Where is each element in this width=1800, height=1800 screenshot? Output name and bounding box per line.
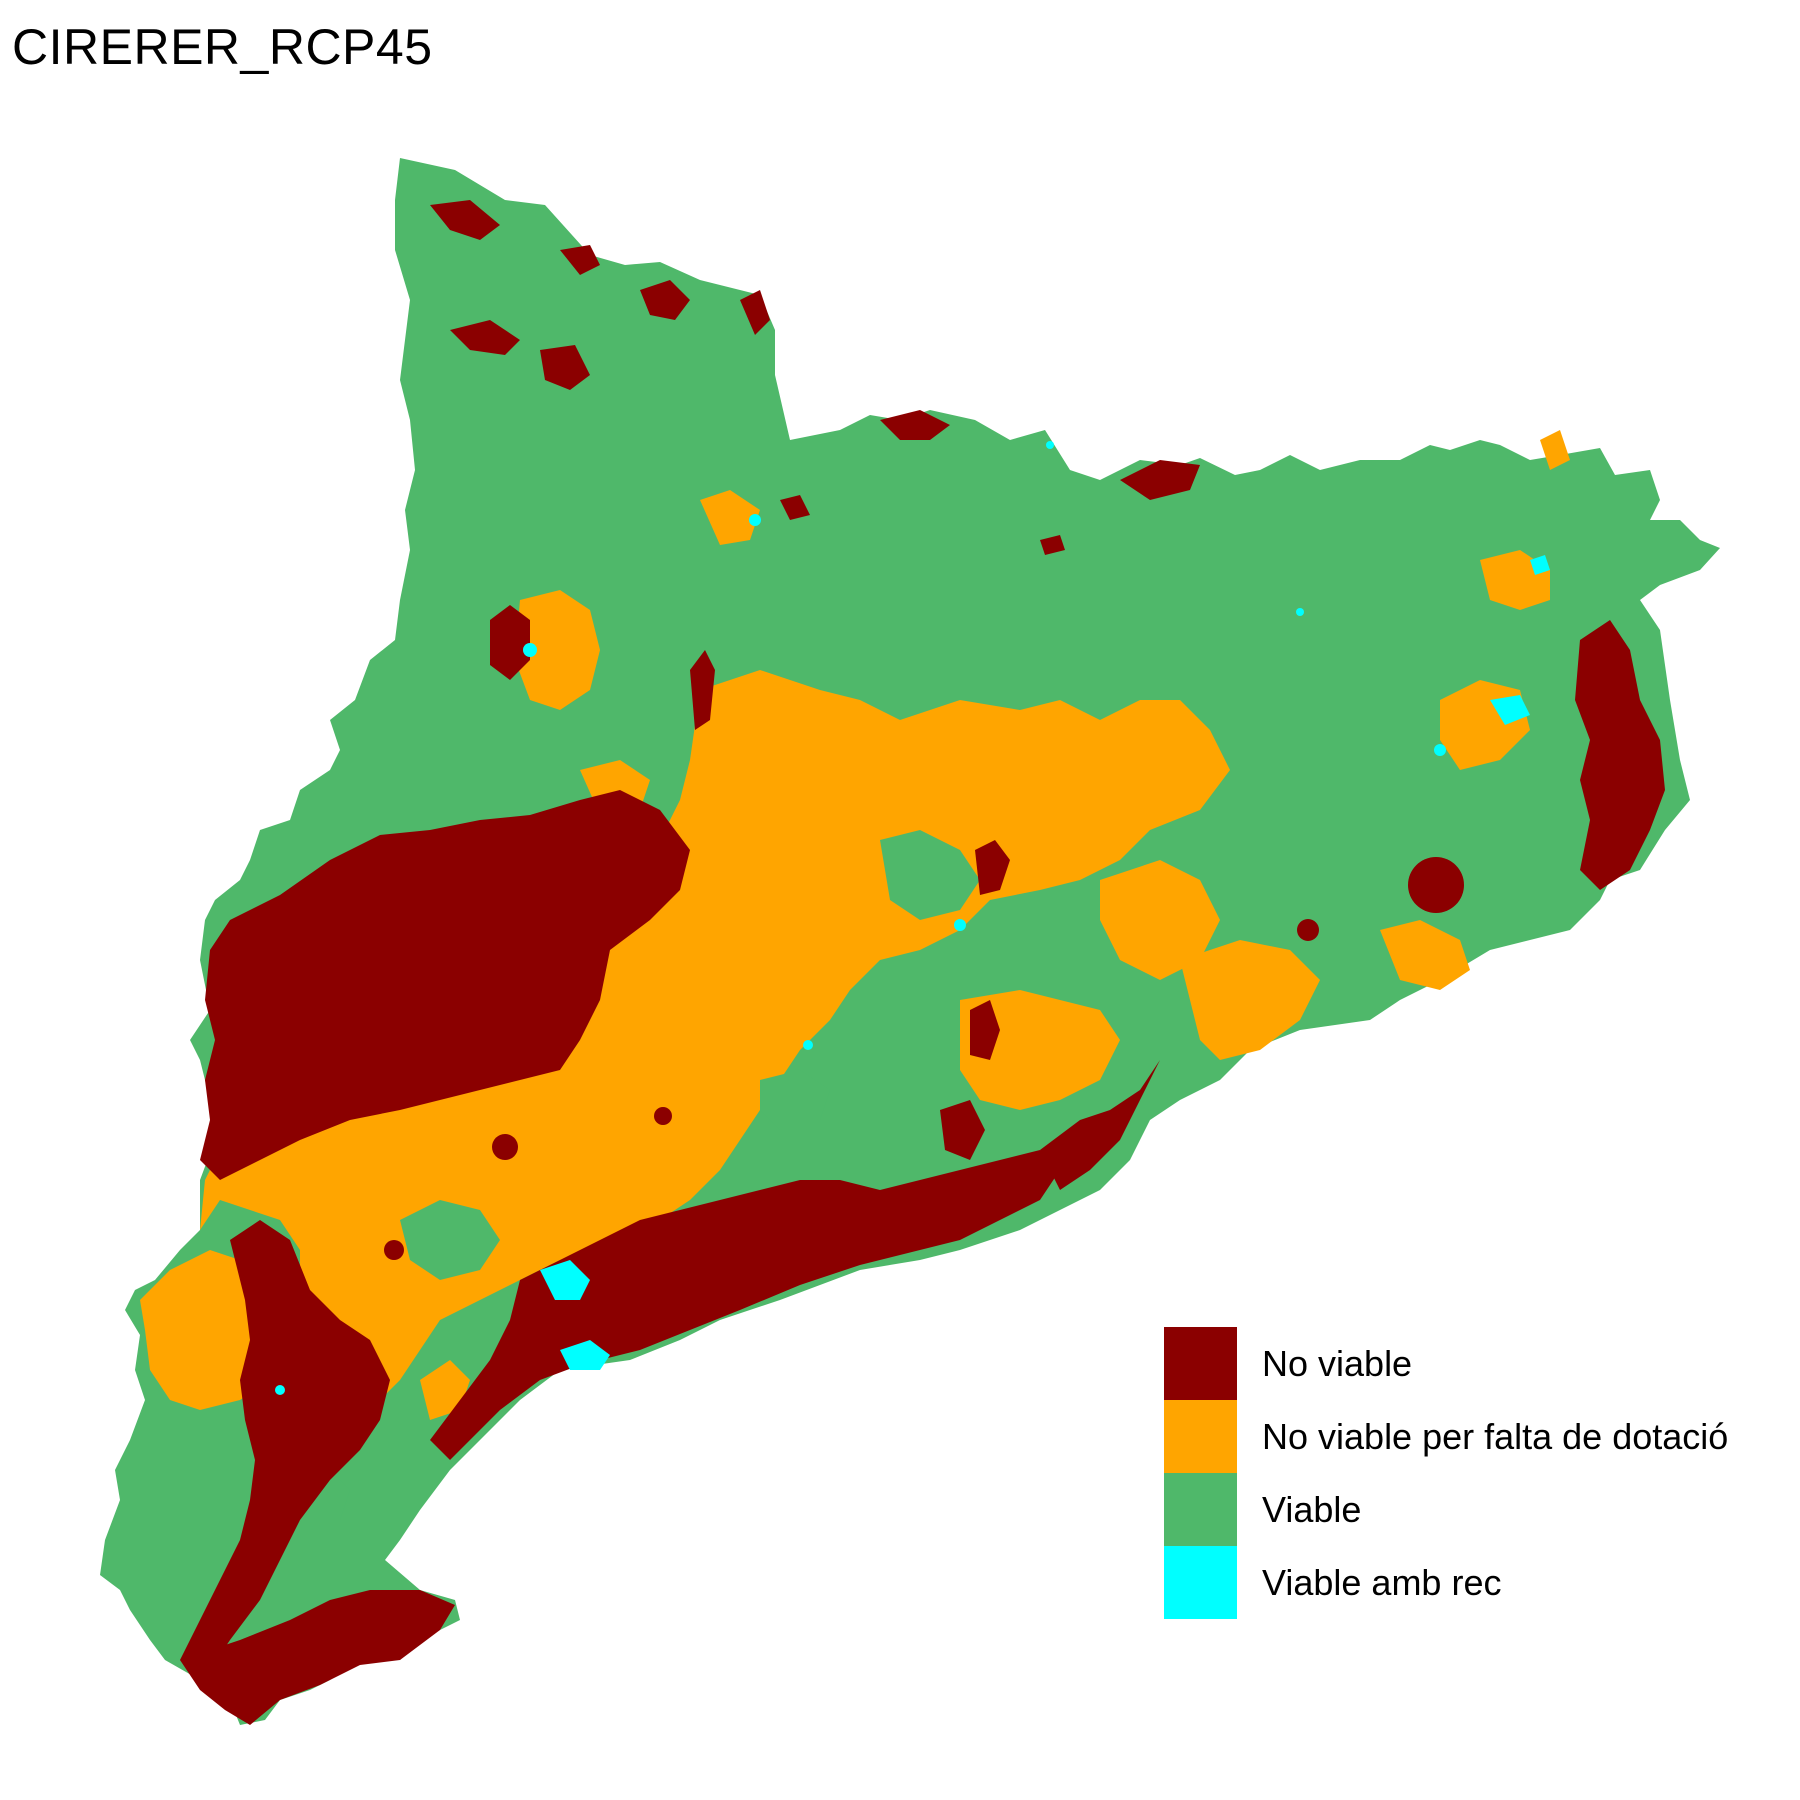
zone-no-viable [180,200,1665,1725]
legend-swatch-no-viable [1164,1327,1237,1400]
map-title: CIRERER_RCP45 [12,19,433,75]
legend-swatch-viable [1164,1473,1237,1546]
zone-viable-islands [300,830,980,1520]
legend-label-no-viable-dotacio: No viable per falta de dotació [1262,1416,1729,1457]
legend-label-viable: Viable [1262,1489,1362,1530]
legend-label-viable-rec: Viable amb rec [1262,1562,1502,1603]
legend-swatch-no-viable-dotacio [1164,1400,1237,1473]
legend-label-no-viable: No viable [1262,1343,1413,1384]
zone-viable-rec [275,441,1550,1395]
legend-swatch-viable-rec [1164,1546,1237,1619]
